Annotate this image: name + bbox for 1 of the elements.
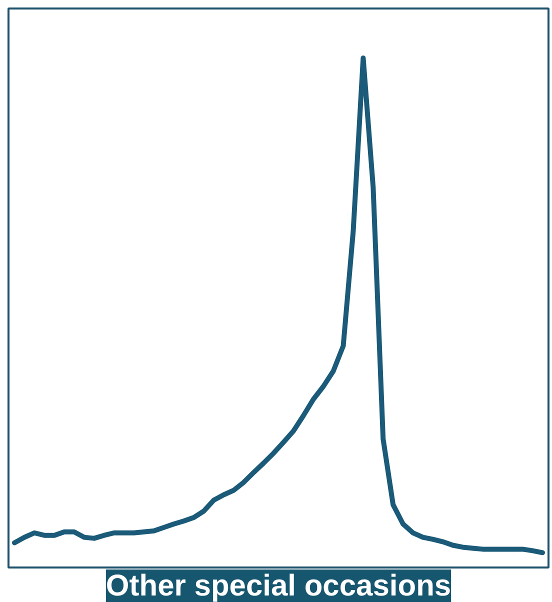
text: Other special occasions <box>106 570 452 602</box>
